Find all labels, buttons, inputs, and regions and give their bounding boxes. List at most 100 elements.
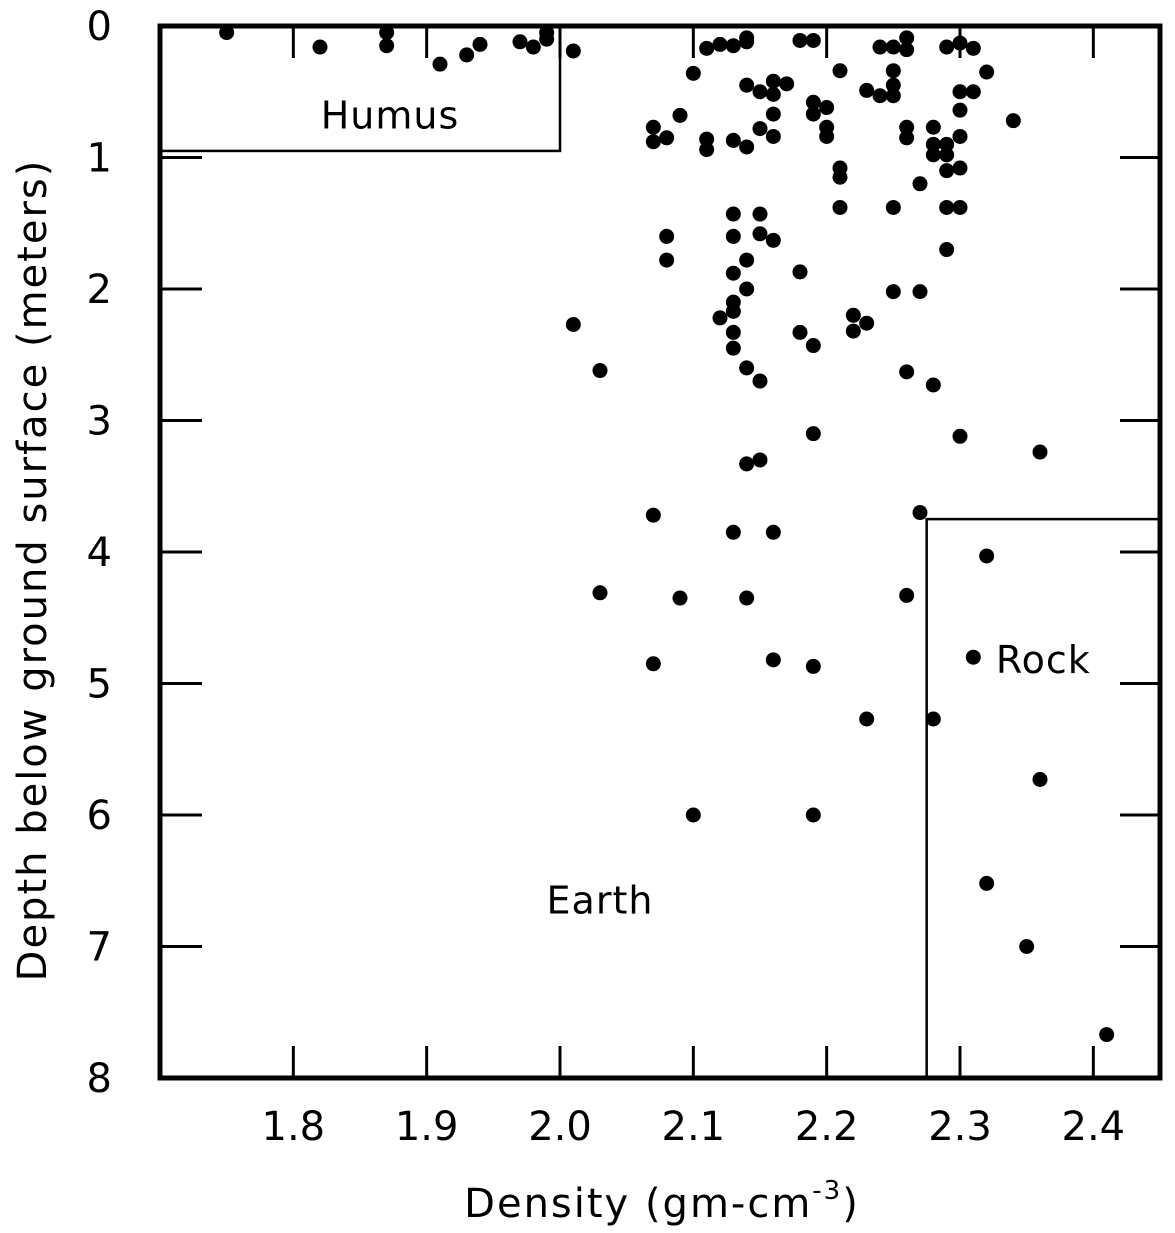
x-axis-title: Density (gm-cm-3) xyxy=(464,1176,860,1227)
data-point-41 xyxy=(832,63,848,79)
data-point-21 xyxy=(725,38,741,54)
data-point-22 xyxy=(725,132,741,148)
data-point-118 xyxy=(765,652,781,668)
data-point-37 xyxy=(805,94,821,110)
data-point-100 xyxy=(592,363,608,379)
data-point-82 xyxy=(739,252,755,268)
data-point-29 xyxy=(765,128,781,144)
data-point-73 xyxy=(939,199,955,215)
data-point-101 xyxy=(752,373,768,389)
y-tick-label-0: 0 xyxy=(87,4,112,50)
data-point-1 xyxy=(312,39,328,55)
data-point-76 xyxy=(725,228,741,244)
data-point-130 xyxy=(1019,939,1035,954)
data-point-12 xyxy=(645,119,661,135)
data-point-128 xyxy=(1032,771,1048,787)
data-point-59 xyxy=(952,84,968,100)
data-point-88 xyxy=(725,303,741,319)
x-tick-label-2.0: 2.0 xyxy=(528,1104,592,1150)
data-point-106 xyxy=(1032,444,1048,460)
data-point-17 xyxy=(699,40,715,56)
data-point-58 xyxy=(939,39,955,55)
data-point-50 xyxy=(899,30,915,46)
data-point-3 xyxy=(379,25,395,41)
data-point-102 xyxy=(899,364,915,380)
data-point-45 xyxy=(885,39,901,55)
data-point-75 xyxy=(725,206,741,222)
y-axis-title: Depth below ground surface (meters) xyxy=(10,159,56,982)
data-point-125 xyxy=(979,64,995,80)
data-point-19 xyxy=(699,142,715,158)
data-point-2 xyxy=(379,38,395,54)
data-point-6 xyxy=(472,36,488,52)
data-point-48 xyxy=(885,77,901,93)
data-point-93 xyxy=(845,323,861,339)
data-point-64 xyxy=(939,163,955,179)
data-point-86 xyxy=(712,310,728,326)
data-point-43 xyxy=(872,88,888,104)
data-point-115 xyxy=(739,590,755,606)
data-point-44 xyxy=(872,39,888,55)
data-point-77 xyxy=(752,206,768,222)
data-point-18 xyxy=(699,131,715,147)
x-tick-label-1.9: 1.9 xyxy=(395,1104,459,1150)
data-point-57 xyxy=(952,102,968,118)
data-point-4 xyxy=(432,56,448,72)
data-point-121 xyxy=(859,711,875,727)
plot-frame xyxy=(157,23,1163,1081)
data-point-63 xyxy=(952,128,968,144)
data-point-113 xyxy=(592,585,608,601)
data-point-131 xyxy=(1099,1027,1115,1043)
data-point-52 xyxy=(899,130,915,146)
x-tick-label-1.8: 1.8 xyxy=(262,1104,326,1150)
data-point-89 xyxy=(725,324,741,340)
data-point-61 xyxy=(965,40,981,56)
data-point-83 xyxy=(725,265,741,281)
data-point-55 xyxy=(925,147,941,163)
data-point-15 xyxy=(672,107,688,123)
data-point-46 xyxy=(885,88,901,104)
labels-layer: Density (gm-cm-3) Depth below ground sur… xyxy=(10,159,860,1227)
data-point-56 xyxy=(939,136,955,152)
data-point-84 xyxy=(792,264,808,280)
data-point-99 xyxy=(739,360,755,376)
points-layer xyxy=(219,25,1115,1043)
data-point-94 xyxy=(859,315,875,331)
data-point-35 xyxy=(805,106,821,122)
x-axis-title-close: ) xyxy=(842,1181,860,1227)
data-point-69 xyxy=(832,169,848,185)
data-point-80 xyxy=(659,228,675,244)
data-point-114 xyxy=(672,590,688,606)
data-point-112 xyxy=(912,505,928,521)
data-point-42 xyxy=(859,82,875,98)
x-tick-label-2.4: 2.4 xyxy=(1062,1104,1126,1150)
x-tick-label-2.2: 2.2 xyxy=(795,1104,859,1150)
data-point-26 xyxy=(739,77,755,93)
data-point-49 xyxy=(899,42,915,58)
data-point-126 xyxy=(1005,113,1021,129)
data-point-25 xyxy=(739,139,755,155)
x-tick-label-2.3: 2.3 xyxy=(928,1104,992,1150)
data-point-111 xyxy=(765,524,781,540)
region-label-humus: Humus xyxy=(321,94,460,138)
data-point-119 xyxy=(805,658,821,674)
data-point-47 xyxy=(885,63,901,79)
data-point-8 xyxy=(525,39,541,55)
data-point-13 xyxy=(645,134,661,150)
data-point-109 xyxy=(645,507,661,523)
data-point-39 xyxy=(819,128,835,144)
data-point-33 xyxy=(779,76,795,92)
data-point-122 xyxy=(925,711,941,727)
data-point-11 xyxy=(565,43,581,59)
y-tick-label-4: 4 xyxy=(87,530,112,576)
data-point-30 xyxy=(765,86,781,102)
y-tick-label-6: 6 xyxy=(87,793,112,839)
data-point-108 xyxy=(752,452,768,468)
data-point-110 xyxy=(725,524,741,540)
y-tick-label-3: 3 xyxy=(87,399,112,445)
data-point-92 xyxy=(845,307,861,323)
data-point-32 xyxy=(765,73,781,89)
y-tick-label-2: 2 xyxy=(87,267,112,313)
data-point-10 xyxy=(539,25,555,41)
